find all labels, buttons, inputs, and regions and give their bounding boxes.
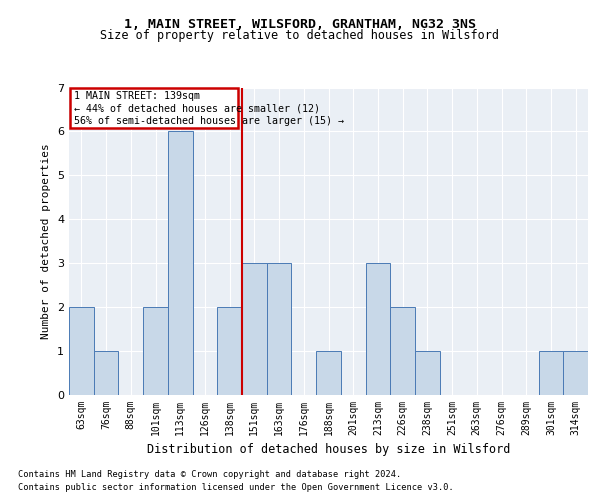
X-axis label: Distribution of detached houses by size in Wilsford: Distribution of detached houses by size … (147, 444, 510, 456)
Bar (69, 307, 94, 395)
Bar (415, 351, 440, 395)
Bar (539, 351, 563, 395)
Text: 56% of semi-detached houses are larger (15) →: 56% of semi-detached houses are larger (… (74, 116, 344, 126)
FancyBboxPatch shape (70, 88, 238, 128)
Text: Contains public sector information licensed under the Open Government Licence v3: Contains public sector information licen… (18, 482, 454, 492)
Text: ← 44% of detached houses are smaller (12): ← 44% of detached houses are smaller (12… (74, 104, 320, 114)
Bar (94, 351, 118, 395)
Bar (168, 132, 193, 395)
Bar (267, 263, 292, 395)
Text: 1 MAIN STREET: 139sqm: 1 MAIN STREET: 139sqm (74, 92, 200, 102)
Bar (242, 263, 267, 395)
Bar (563, 351, 588, 395)
Bar (143, 307, 168, 395)
Text: 1, MAIN STREET, WILSFORD, GRANTHAM, NG32 3NS: 1, MAIN STREET, WILSFORD, GRANTHAM, NG32… (124, 18, 476, 30)
Bar (365, 263, 390, 395)
Bar (390, 307, 415, 395)
Bar (316, 351, 341, 395)
Text: Size of property relative to detached houses in Wilsford: Size of property relative to detached ho… (101, 29, 499, 42)
Text: Contains HM Land Registry data © Crown copyright and database right 2024.: Contains HM Land Registry data © Crown c… (18, 470, 401, 479)
Y-axis label: Number of detached properties: Number of detached properties (41, 144, 52, 339)
Bar (217, 307, 242, 395)
